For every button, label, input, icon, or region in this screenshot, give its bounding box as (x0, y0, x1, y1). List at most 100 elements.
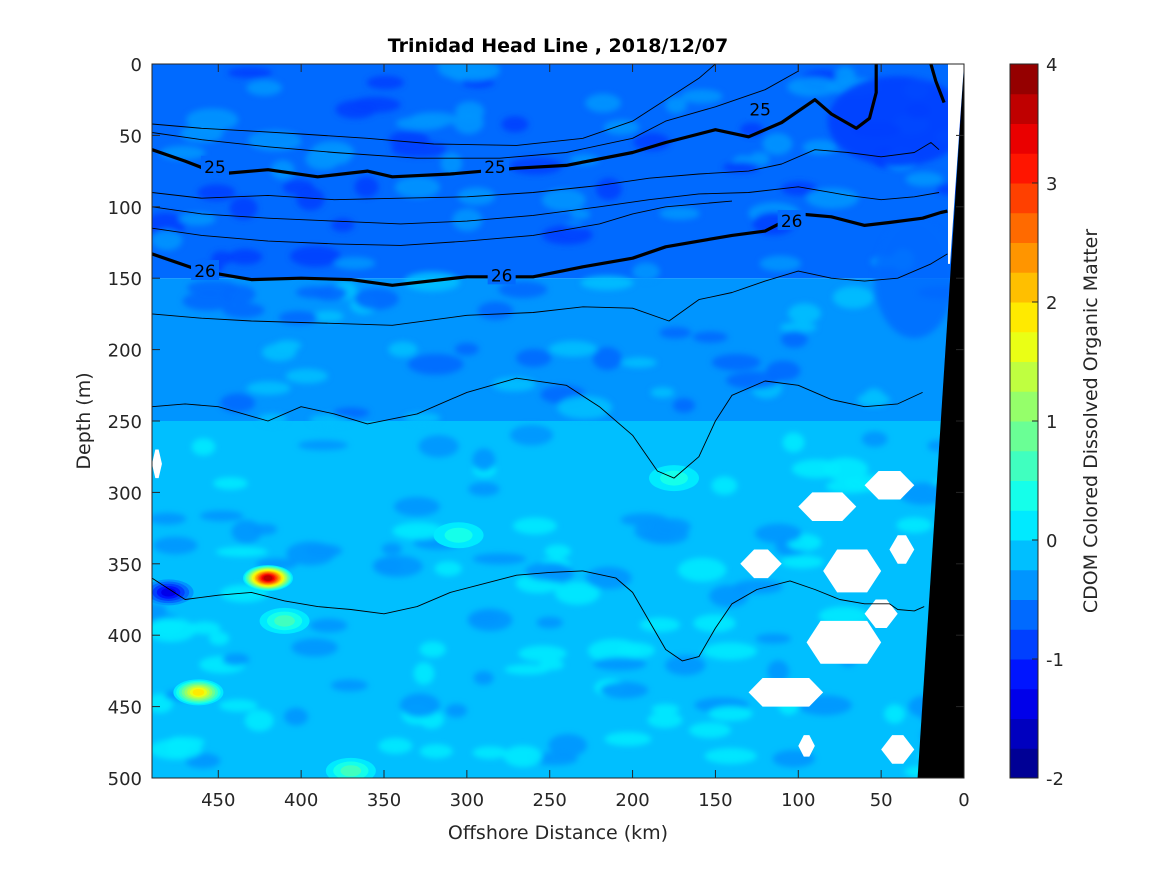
y-tick-label: 400 (108, 626, 142, 647)
field-patch (570, 209, 591, 220)
seafloor-wedge (917, 64, 964, 778)
cdom-field (152, 64, 964, 778)
field-patch (473, 671, 494, 685)
colorbar-segment (1010, 153, 1038, 184)
field-patch (472, 448, 496, 472)
no-data-region (823, 549, 882, 593)
no-data-region (806, 620, 882, 664)
field-patch (515, 348, 552, 367)
field-patch (492, 377, 537, 392)
field-patch (787, 77, 839, 97)
field-patch (152, 512, 187, 525)
field-patch (227, 249, 263, 265)
colorbar-tick-label: 1 (1046, 412, 1057, 433)
field-patch (437, 64, 467, 78)
field-patch (440, 152, 463, 175)
contour-label-bg (191, 260, 220, 281)
field-patch (595, 178, 622, 201)
field-patch (501, 116, 529, 133)
field-patch (186, 108, 239, 132)
field-patch (651, 703, 680, 714)
field-patch (407, 353, 464, 375)
x-tick-label: 100 (781, 790, 815, 811)
field-patch (152, 693, 173, 714)
chart-title: Trinidad Head Line , 2018/12/07 (388, 35, 728, 57)
colorbar-segment (1010, 659, 1038, 690)
field-patch (509, 424, 554, 446)
density-contour (152, 142, 940, 201)
field-patch (536, 616, 563, 629)
field-patch (366, 75, 405, 90)
field-patch (468, 482, 500, 496)
anomaly-level (161, 588, 176, 597)
field-patch (693, 614, 736, 633)
no-data-region (798, 492, 857, 521)
field-patch (477, 301, 514, 320)
density-contour (152, 570, 925, 662)
colorbar-segment (1010, 391, 1038, 422)
field-patch (393, 496, 440, 517)
contour-label-bg (746, 98, 775, 119)
colorbar-segment (1010, 361, 1038, 392)
field-patch (539, 659, 565, 671)
field-patch (354, 176, 379, 198)
field-patch (229, 196, 258, 220)
field-patch (330, 145, 352, 165)
field-patch (409, 112, 459, 127)
colorbar-segment (1010, 450, 1038, 481)
field-patch (222, 653, 250, 666)
field-patch (152, 536, 198, 555)
colorbar-segment (1010, 748, 1038, 779)
contour-label: 26 (781, 212, 803, 232)
y-tick-label: 250 (108, 412, 142, 433)
field-patch (672, 398, 696, 413)
field-patch (472, 746, 508, 759)
x-tick-label: 450 (201, 790, 235, 811)
field-patch (749, 151, 770, 166)
nearshore-blank (948, 64, 964, 264)
field-patch (454, 342, 479, 356)
field-patch (733, 579, 783, 594)
anomaly-level (444, 527, 473, 543)
field-patch (548, 733, 588, 757)
colorbar-tick-label: -2 (1046, 769, 1064, 790)
field-patch (708, 706, 753, 721)
field-patch (709, 584, 749, 608)
field-patch (593, 657, 647, 671)
colorbar-label: CDOM Colored Dissolved Organic Matter (1080, 229, 1102, 613)
field-patch (759, 255, 802, 272)
anomaly-level (192, 688, 205, 696)
field-patch (445, 703, 468, 718)
colorbar-segment (1010, 272, 1038, 303)
field-patch (413, 662, 435, 685)
field-patch (334, 256, 376, 270)
field-patch (726, 371, 781, 389)
field-patch (822, 457, 869, 481)
field-patch (544, 544, 571, 559)
field-patch (818, 606, 869, 626)
colorbar-segment (1010, 599, 1038, 630)
field-patch (218, 699, 258, 712)
x-tick-label: 400 (284, 790, 318, 811)
y-tick-label: 150 (108, 269, 142, 290)
anomaly-level (274, 615, 295, 627)
field-patch (227, 67, 273, 79)
colorbar-tick-label: -1 (1046, 650, 1064, 671)
y-tick-label: 200 (108, 341, 142, 362)
y-tick-label: 500 (108, 769, 142, 790)
field-texture (152, 64, 964, 778)
field-patch (788, 303, 821, 324)
field-patch (905, 171, 944, 187)
anomaly-level (340, 765, 362, 777)
field-patch (434, 561, 462, 577)
no-data-region (864, 599, 898, 629)
field-patch (621, 357, 657, 368)
field-patch (498, 281, 548, 298)
field-patch (392, 522, 445, 540)
field-patch (188, 621, 221, 635)
x-tick-label: 200 (615, 790, 649, 811)
field-patch (762, 133, 793, 155)
x-axis-label: Offshore Distance (km) (448, 822, 668, 844)
no-data-region (740, 549, 782, 579)
field-patch (722, 162, 760, 173)
